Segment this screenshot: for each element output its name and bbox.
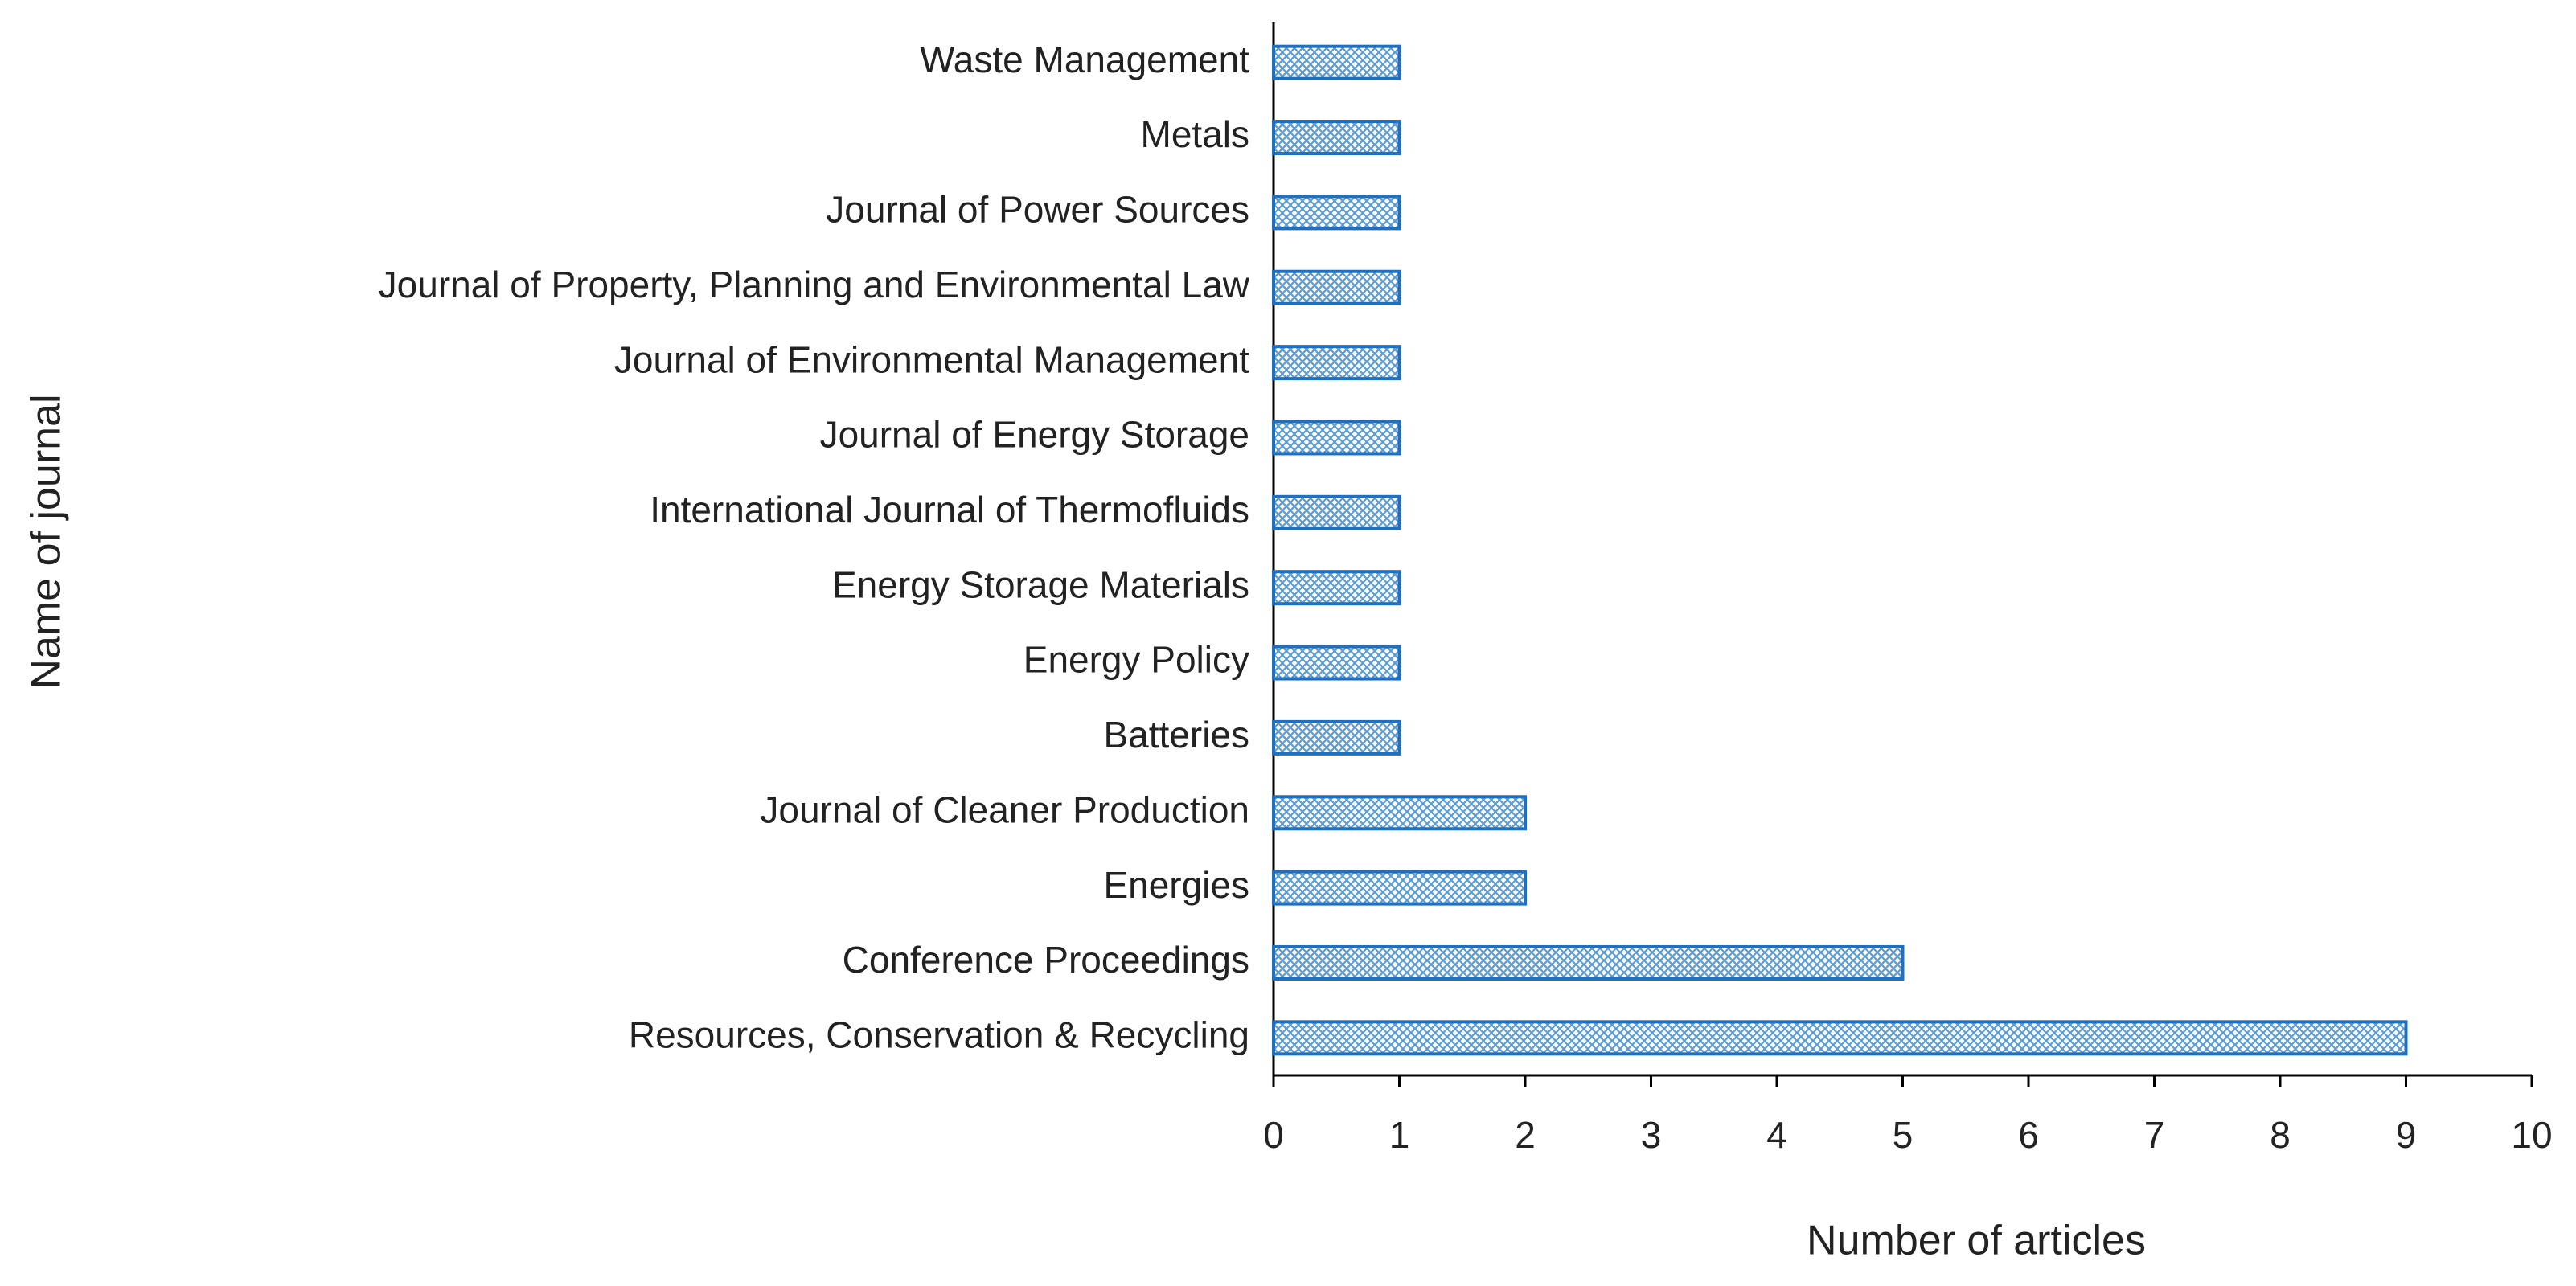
bar: [1272, 1020, 2408, 1056]
y-tick-label: Batteries: [1103, 714, 1249, 756]
bar: [1272, 195, 1401, 231]
y-tick-label: Journal of Cleaner Production: [760, 788, 1249, 830]
y-tick-label: Journal of Energy Storage: [820, 414, 1249, 456]
y-tick-label: Metals: [1141, 113, 1249, 155]
y-tick-label: Waste Management: [920, 39, 1249, 80]
bar: [1272, 719, 1401, 756]
y-tick-label: Conference Proceedings: [843, 939, 1249, 981]
x-tick-label: 2: [1515, 1114, 1536, 1156]
bar: [1272, 944, 1905, 981]
bar: [1272, 269, 1401, 305]
x-axis-title: Number of articles: [1807, 1218, 2146, 1264]
x-tick-label: 3: [1641, 1114, 1662, 1156]
y-axis-title: Name of journal: [23, 394, 70, 689]
y-tick-label: Journal of Property, Planning and Enviro…: [379, 264, 1250, 305]
x-tick-label: 9: [2396, 1114, 2417, 1156]
y-tick-label: Energy Policy: [1023, 639, 1249, 681]
bar: [1272, 44, 1401, 80]
x-tick-label: 10: [2511, 1114, 2552, 1156]
x-tick-label: 8: [2270, 1114, 2291, 1156]
x-tick-label: 4: [1766, 1114, 1787, 1156]
y-tick-label: Resources, Conservation & Recycling: [629, 1014, 1249, 1055]
bar: [1272, 345, 1401, 381]
y-tick-label: Energies: [1103, 864, 1249, 906]
y-tick-label: Journal of Power Sources: [826, 189, 1249, 231]
bar: [1272, 420, 1401, 456]
bar: [1272, 120, 1401, 156]
bar: [1272, 570, 1401, 606]
x-tick-label: 1: [1389, 1114, 1410, 1156]
bar: [1272, 795, 1527, 831]
bar: [1272, 645, 1401, 681]
y-tick-label: Journal of Environmental Management: [614, 338, 1249, 380]
x-tick-label: 5: [1893, 1114, 1914, 1156]
y-tick-label: International Journal of Thermofluids: [650, 489, 1249, 530]
x-tick-label: 7: [2144, 1114, 2165, 1156]
x-tick-label: 6: [2018, 1114, 2039, 1156]
bar: [1272, 870, 1527, 906]
bar: [1272, 494, 1401, 530]
y-tick-label: Energy Storage Materials: [832, 563, 1249, 605]
x-tick-label: 0: [1263, 1114, 1284, 1156]
